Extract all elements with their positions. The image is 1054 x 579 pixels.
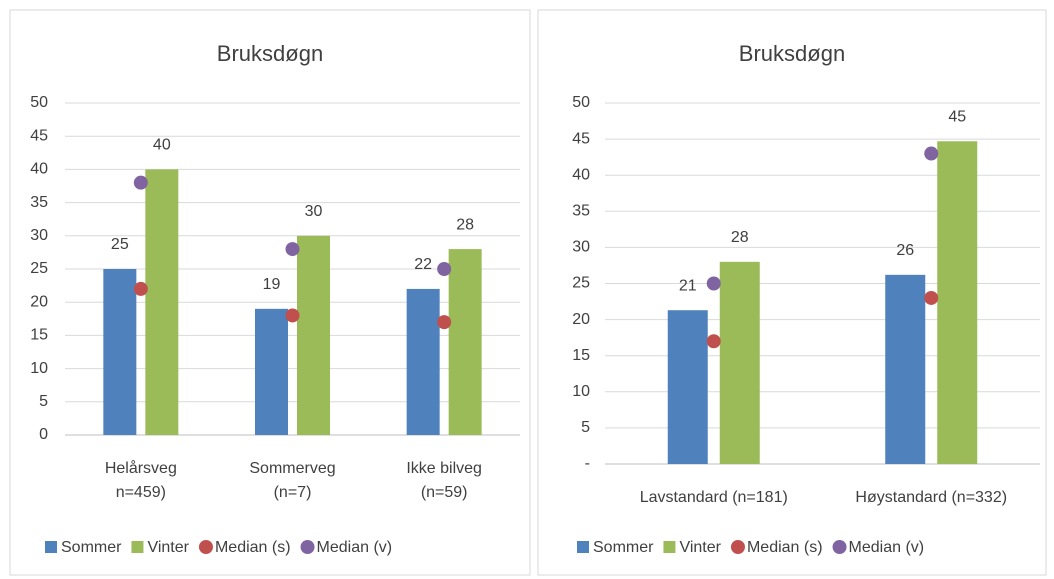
bar — [297, 235, 330, 435]
median-point — [285, 242, 300, 257]
y-tick-label: 15 — [572, 347, 590, 364]
bar — [103, 269, 137, 435]
y-tick-label: 25 — [572, 275, 590, 292]
median-point — [924, 146, 939, 161]
x-tick-label: Lavstandard (n=181) — [640, 489, 788, 506]
data-label: 25 — [111, 236, 129, 253]
legend-label: Vinter — [679, 539, 721, 556]
data-label: 22 — [414, 256, 432, 273]
y-tick-label: 15 — [30, 327, 48, 344]
chart-title: Bruksdøgn — [217, 41, 323, 66]
bar — [719, 261, 760, 464]
bar — [885, 274, 926, 464]
data-label: 30 — [305, 203, 323, 220]
y-tick-label: 50 — [30, 94, 48, 111]
y-tick-label: 35 — [30, 194, 48, 211]
x-tick-label: n=459) — [116, 484, 166, 501]
bar — [145, 169, 179, 435]
median-point — [285, 308, 300, 323]
data-label: 19 — [263, 276, 281, 293]
bar — [406, 288, 440, 435]
x-tick-label: Helårsveg — [105, 459, 177, 477]
x-tick-label: Ikke bilveg — [406, 460, 482, 477]
data-label: 28 — [731, 229, 749, 246]
y-tick-label: 10 — [572, 383, 590, 400]
y-tick-label: - — [585, 455, 590, 472]
legend-label: Median (s) — [747, 539, 823, 556]
legend-swatch — [198, 540, 213, 554]
legend-label: Sommer — [61, 539, 122, 556]
chart-title: Bruksdøgn — [739, 41, 845, 66]
y-tick-label: 30 — [572, 239, 590, 256]
y-tick-label: 45 — [572, 130, 590, 147]
legend-swatch — [832, 540, 847, 554]
legend-label: Median (v) — [317, 539, 393, 556]
y-tick-label: 20 — [572, 311, 590, 328]
y-tick-label: 30 — [30, 227, 48, 244]
legend-swatch — [730, 540, 745, 554]
y-tick-label: 20 — [30, 293, 48, 310]
data-label: 21 — [679, 277, 697, 294]
legend-label: Median (s) — [215, 539, 291, 556]
y-tick-label: 5 — [39, 393, 48, 410]
median-point — [133, 281, 148, 296]
legend-label: Sommer — [593, 539, 654, 556]
median-point — [133, 175, 148, 190]
legend-swatch — [663, 541, 676, 553]
median-point — [924, 290, 939, 305]
legend-swatch — [300, 540, 315, 554]
panel — [9, 9, 531, 576]
y-tick-label: 40 — [572, 166, 590, 183]
legend-swatch — [45, 541, 57, 553]
y-tick-label: 5 — [581, 419, 590, 436]
legend-label: Vinter — [147, 539, 189, 556]
x-tick-label: (n=59) — [421, 484, 468, 501]
median-point — [706, 334, 721, 349]
data-label: 40 — [153, 137, 171, 154]
x-tick-label: Sommerveg — [249, 460, 335, 477]
median-point — [437, 262, 452, 276]
y-tick-label: 35 — [572, 203, 590, 220]
y-tick-label: 10 — [30, 360, 48, 377]
x-tick-label: (n=7) — [274, 484, 312, 501]
median-point — [706, 276, 721, 291]
data-label: 45 — [948, 108, 966, 125]
bar — [667, 310, 708, 464]
y-tick-label: 50 — [572, 94, 590, 111]
bar — [448, 249, 482, 435]
median-point — [437, 315, 452, 330]
legend-label: Median (v) — [849, 539, 925, 556]
x-tick-label: Høystandard (n=332) — [855, 489, 1007, 506]
bar — [255, 308, 288, 435]
y-tick-label: 45 — [30, 127, 48, 144]
legend-swatch — [577, 541, 589, 553]
legend-swatch — [131, 541, 144, 553]
data-label: 28 — [456, 216, 474, 233]
y-tick-label: 40 — [30, 161, 48, 178]
data-label: 26 — [896, 242, 914, 259]
panel — [537, 9, 1047, 576]
bar — [937, 141, 978, 465]
y-tick-label: 0 — [39, 426, 48, 443]
y-tick-label: 25 — [30, 260, 48, 277]
